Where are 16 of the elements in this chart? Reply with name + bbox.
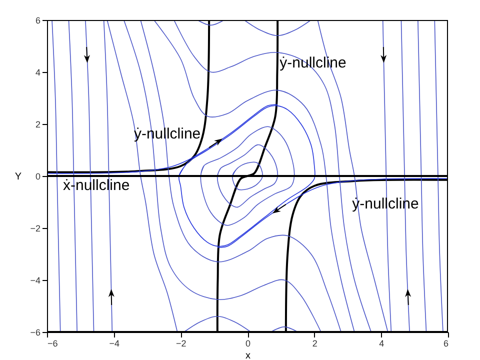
x-tick-label: 2: [312, 338, 318, 348]
y-tick-label: 6: [35, 16, 40, 26]
x-tick-label: 4: [379, 338, 384, 348]
x-tick-label: −6: [48, 338, 58, 348]
y-tick-label: −4: [30, 276, 40, 286]
x-axis-title: x: [246, 350, 250, 360]
y-tick-label: 2: [35, 120, 40, 130]
y-axis-title: Y: [14, 172, 22, 182]
x-tick-label: 0: [245, 338, 251, 348]
y-tick-label: −6: [30, 328, 40, 338]
x-tick-label: −4: [109, 338, 120, 348]
y-tick-label: 0: [35, 172, 40, 182]
x-tick-label: 6: [443, 338, 448, 348]
y-tick-label: 4: [35, 68, 40, 78]
y-tick-label: −2: [30, 224, 40, 234]
x-tick-label: −2: [176, 338, 186, 348]
